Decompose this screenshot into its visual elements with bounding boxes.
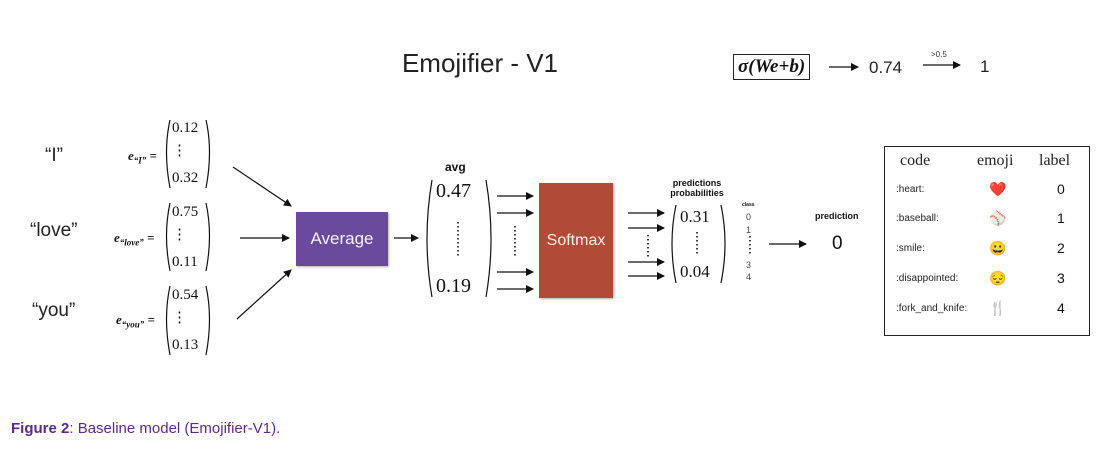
vec-i-bottom: 0.32 (172, 170, 199, 186)
sigma-output-value: 0.74 (869, 58, 903, 77)
fork-and-knife-icon: 🍴 (989, 300, 1007, 316)
avg-header: avg (445, 160, 466, 174)
avg-top: 0.47 (436, 180, 471, 202)
table-header-code: code (900, 152, 931, 169)
table-row-label: 0 (1057, 181, 1065, 197)
softmax-block: Softmax (539, 183, 613, 298)
heart-icon: ❤️ (989, 181, 1007, 197)
vec-i-vdots: ⋮ (172, 143, 187, 159)
vec-you-vdots: ⋮ (172, 310, 187, 326)
disappointed-icon: 😔 (989, 270, 1007, 286)
smile-icon: 😀 (989, 240, 1007, 256)
table-row-code: :heart: (896, 184, 925, 195)
table-header-label: label (1039, 152, 1071, 169)
figure-caption: Figure 2: Baseline model (Emojifier-V1). (11, 420, 281, 437)
table-row-code: :baseball: (896, 213, 939, 224)
class-item-4: 4 (746, 272, 752, 282)
input-word-i: “I” (45, 145, 63, 166)
class-item-3: 3 (746, 260, 752, 270)
pred-prob-bottom: 0.04 (680, 262, 710, 281)
vec-love-vdots: ⋮ (172, 227, 187, 243)
sigma-result: 1 (980, 57, 990, 76)
vec-i-top: 0.12 (172, 120, 199, 136)
average-block: Average (296, 212, 388, 266)
table-row-code: :fork_and_knife: (896, 303, 968, 314)
prediction-value: 0 (832, 233, 843, 254)
vec-love-top: 0.75 (172, 204, 199, 220)
input-word-love: “love” (30, 220, 78, 241)
table-row-label: 4 (1057, 300, 1065, 316)
vec-love-bottom: 0.11 (172, 254, 198, 270)
embedding-label-you: e“you” = (116, 312, 155, 330)
embedding-label-i: e“I” = (128, 148, 157, 166)
class-header: class (742, 202, 755, 208)
sigma-formula-box: σ(We+b) (733, 54, 811, 80)
class-item-1: 1 (746, 225, 752, 235)
avg-bottom: 0.19 (436, 275, 471, 297)
pred-probs-header: predictions probabilities (670, 178, 724, 198)
pred-prob-top: 0.31 (680, 207, 710, 226)
table-row-code: :disappointed: (896, 273, 959, 284)
prediction-header: prediction (815, 211, 859, 221)
embedding-label-love: e“love” = (114, 230, 155, 248)
class-item-0: 0 (746, 212, 752, 222)
vec-you-bottom: 0.13 (172, 337, 199, 353)
table-row-label: 3 (1057, 270, 1065, 286)
emoji-label-table: code emoji label :heart: ❤️ 0 :baseball:… (884, 146, 1090, 336)
threshold-label: >0.5 (931, 50, 947, 59)
table-row-code: :smile: (896, 243, 925, 254)
table-row-label: 2 (1057, 240, 1065, 256)
input-word-you: “you” (32, 300, 76, 321)
table-header-emoji: emoji (977, 152, 1014, 169)
table-row-label: 1 (1057, 210, 1065, 226)
diagram-title: Emojifier - V1 (401, 48, 559, 78)
baseball-icon: ⚾ (989, 210, 1007, 226)
vec-you-top: 0.54 (172, 287, 199, 303)
